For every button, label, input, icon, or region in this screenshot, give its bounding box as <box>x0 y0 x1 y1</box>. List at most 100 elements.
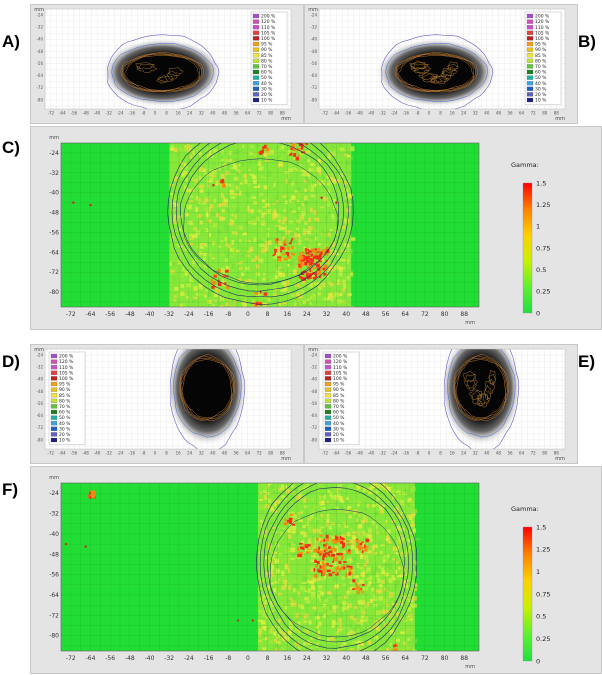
gamma-speckle <box>188 221 194 225</box>
gamma-speckle <box>304 505 308 509</box>
gamma-speckle <box>223 272 226 275</box>
gamma-speckle <box>274 636 277 640</box>
gamma-speckle <box>335 599 339 604</box>
gamma-speckle <box>343 300 348 305</box>
gamma-speckle <box>304 176 310 182</box>
gamma-speckle <box>282 235 285 240</box>
gamma-hotspot <box>318 569 323 573</box>
gamma-speckle <box>338 541 342 546</box>
gamma-speckle <box>369 538 373 542</box>
gamma-speckle <box>287 558 291 564</box>
gamma-hotspot <box>323 264 328 268</box>
gamma-speckle <box>192 150 195 155</box>
gamma-speckle <box>403 516 407 520</box>
inner-contour <box>476 392 490 408</box>
legend-swatch <box>526 86 534 91</box>
gamma-speckle <box>259 221 265 224</box>
gamma-speckle <box>346 505 352 509</box>
x-tick-label: -56 <box>71 451 78 456</box>
gamma-speckle <box>385 648 390 651</box>
gamma-speckle <box>412 560 416 564</box>
gamma-hotspot <box>314 273 318 278</box>
gamma-hotspot <box>328 569 331 572</box>
legend-swatch <box>324 398 332 403</box>
legend-label: 60 % <box>59 410 71 416</box>
isodose-outline <box>171 143 349 298</box>
gamma-hotspot <box>336 552 340 556</box>
gamma-speckle <box>381 579 385 584</box>
gamma-speckle <box>342 510 345 515</box>
gamma-speckle <box>271 565 275 570</box>
gamma-hotspot <box>340 540 344 544</box>
gamma-speckle <box>196 175 200 179</box>
gamma-speckle <box>337 279 340 283</box>
gamma-speckle <box>293 540 297 545</box>
gamma-speckle <box>287 568 290 573</box>
gamma-speckle <box>173 299 176 302</box>
gamma-speckle <box>345 292 350 298</box>
gamma-hotspot <box>321 539 324 542</box>
gamma-speckle <box>278 301 282 306</box>
gamma-hotspot <box>312 276 317 280</box>
gamma-speckle <box>221 161 224 164</box>
gamma-hotspot <box>217 282 222 287</box>
gamma-speckle <box>272 215 276 220</box>
gamma-speckle <box>314 173 318 176</box>
gamma-speckle <box>172 150 175 153</box>
gamma-hotspot <box>323 549 326 553</box>
gamma-speckle <box>288 230 293 234</box>
gamma-speckle <box>247 221 253 224</box>
gamma-speckle <box>232 287 235 291</box>
gamma-speckle <box>403 569 406 573</box>
y-tick-label: -72 <box>49 612 59 619</box>
gamma-speckle <box>327 532 333 536</box>
gamma-speckle <box>396 574 402 578</box>
x-tick-label: -40 <box>368 451 375 456</box>
gamma-hotspot <box>359 542 363 546</box>
x-tick-label: 16 <box>283 655 291 662</box>
gamma-speckle <box>180 291 185 296</box>
gamma-speckle <box>239 182 243 185</box>
gamma-speckle <box>207 293 212 297</box>
gamma-hotspot <box>314 250 318 254</box>
gamma-legend-title: Gamma: <box>511 161 539 169</box>
gamma-speckle <box>207 201 210 206</box>
legend-label: 90 % <box>535 47 547 53</box>
gamma-hotspot <box>314 573 318 578</box>
gamma-speckle <box>225 204 231 209</box>
gamma-speckle <box>220 173 225 179</box>
gamma-speckle <box>204 198 210 204</box>
gamma-hotspot <box>299 257 302 260</box>
gamma-speckle <box>395 611 400 616</box>
gamma-speckle <box>357 640 361 644</box>
gamma-speckle <box>287 291 291 294</box>
x-unit-label: mm <box>555 116 565 122</box>
gamma-speckle <box>388 579 393 584</box>
gamma-speckle <box>193 288 196 292</box>
gamma-speckle <box>319 536 324 540</box>
gamma-speckle <box>309 239 313 244</box>
gamma-speckle <box>268 237 274 240</box>
x-tick-label: 48 <box>496 451 502 456</box>
legend-label: 80 % <box>59 398 71 404</box>
gamma-speckle <box>407 538 413 543</box>
gamma-speckle <box>291 602 297 607</box>
gamma-speckle <box>283 289 287 293</box>
gamma-speckle <box>318 589 322 593</box>
gamma-speckle <box>180 161 184 165</box>
gamma-hotspot <box>347 543 351 546</box>
legend-swatch <box>50 432 58 437</box>
gamma-speckle <box>372 625 378 629</box>
gamma-speckle <box>273 638 278 642</box>
gamma-speckle <box>414 588 417 592</box>
x-tick-label: 56 <box>507 111 513 116</box>
gamma-speckle <box>207 241 212 245</box>
gamma-speckle <box>363 495 366 501</box>
gamma-speckle <box>288 585 291 590</box>
gamma-speckle <box>391 595 394 601</box>
x-tick-label: -64 <box>86 655 96 662</box>
x-tick-label: 56 <box>233 451 239 456</box>
legend-label: 50 % <box>261 75 273 81</box>
gamma-hotspot <box>289 513 294 516</box>
gamma-speckle <box>301 540 305 544</box>
